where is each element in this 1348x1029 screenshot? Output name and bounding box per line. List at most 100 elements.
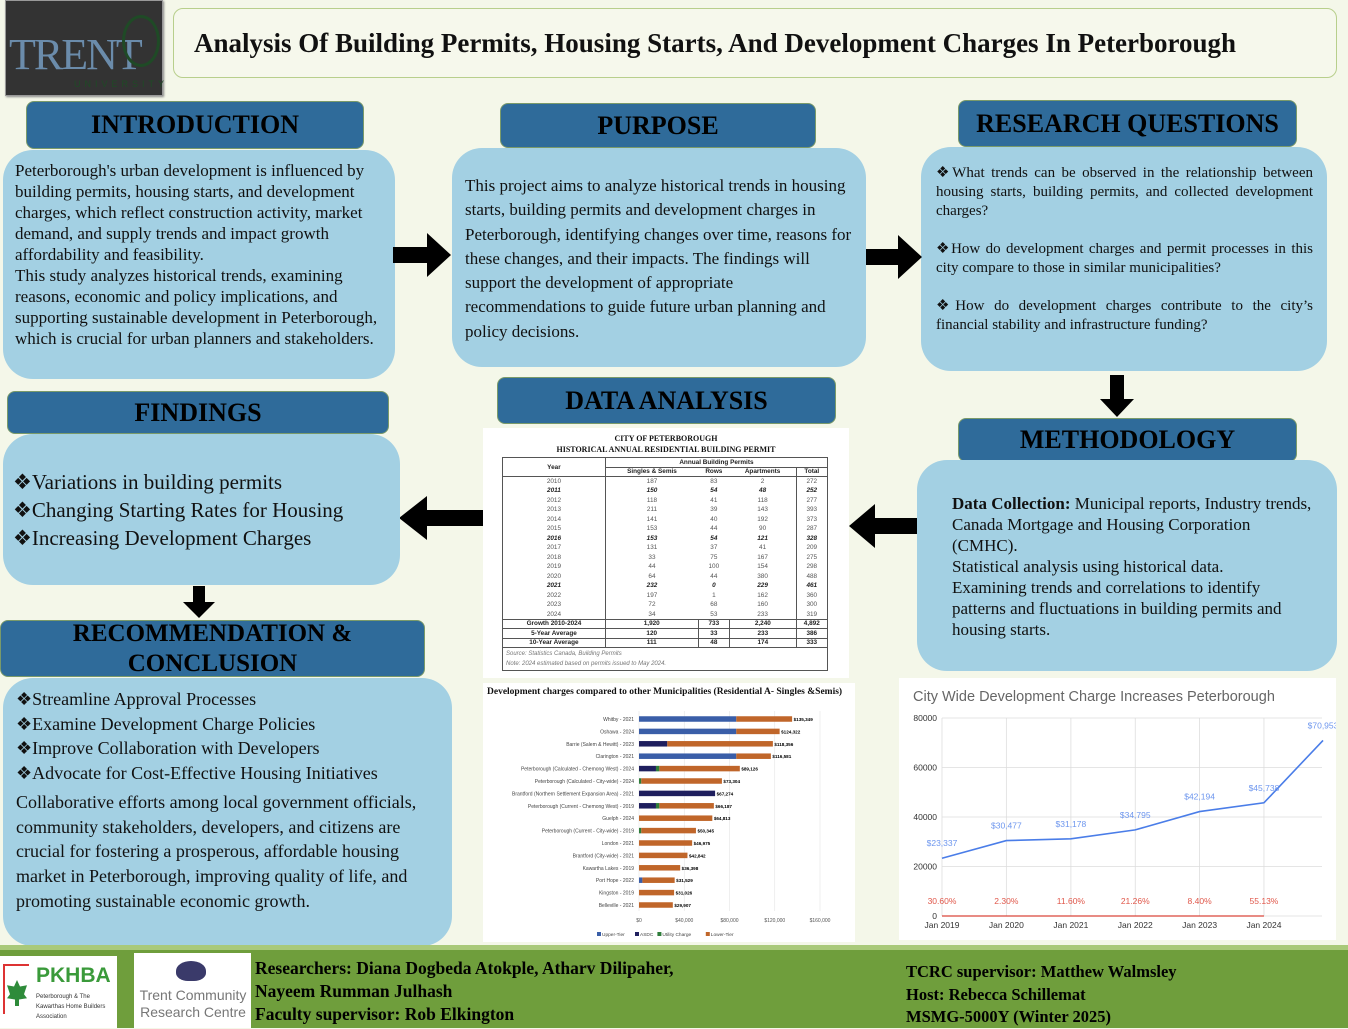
finding-item: ❖Variations in building permits <box>13 470 283 494</box>
table-cell: 160 <box>757 601 768 609</box>
table-cell: 162 <box>757 591 768 599</box>
table-cell: 2010 <box>502 476 606 486</box>
pkhba-logo: PKHBA Peterborough & The Kawarthas Home … <box>0 956 117 1028</box>
table-row: 2023 72 68 160 300 <box>502 600 829 610</box>
table-title: CITY OF PETERBOROUGH <box>614 434 718 443</box>
line-chart-title: City Wide Development Charge Increases P… <box>913 689 1275 705</box>
arrow-left-icon <box>849 504 917 548</box>
table-cell: 333 <box>795 637 829 648</box>
table-row: 2010 187 83 2 272 <box>502 476 829 486</box>
col-header: Year <box>502 457 606 477</box>
table-row: 2011 150 54 48 252 <box>502 486 829 496</box>
table-row: 2016 153 54 121 328 <box>502 533 829 543</box>
table-cell: 121 <box>757 534 768 542</box>
table-cell: 100 <box>708 563 720 571</box>
total-label: $46,975 <box>694 841 711 846</box>
table-cell: 2014 <box>502 514 606 524</box>
table-row: 2015 153 44 90 287 <box>502 524 829 534</box>
methodology-item-text: Municipal reports, Industry trends, Cana… <box>952 494 1312 555</box>
methodology-item-bold: Data Collection: <box>952 494 1071 513</box>
total-label: $118,356 <box>774 742 793 747</box>
table-cell: 328 <box>795 533 829 543</box>
total-label: $116,581 <box>772 754 791 759</box>
table-cell: 40 <box>710 515 718 523</box>
bar-segment-upper-tier <box>639 716 737 722</box>
bar-segment-lower-tier <box>639 840 693 846</box>
methodology-heading: METHODOLOGY <box>958 418 1297 462</box>
table-cell: 360 <box>795 590 829 600</box>
researchers-credits: Researchers: Diana Dogbeda Atokple, Atha… <box>255 957 674 1026</box>
total-label: $36,398 <box>682 866 699 871</box>
table-cell: 252 <box>795 486 829 496</box>
table-cell: 68 <box>710 601 718 609</box>
x-tick-label: $120,000 <box>764 918 785 924</box>
x-tick-label: Jan 2021 <box>1053 920 1088 930</box>
table-cell: 488 <box>795 571 829 581</box>
bar-segment-lower-tier <box>736 753 771 759</box>
legend-label: Lower-Tier <box>711 932 734 938</box>
table-cell: 2012 <box>502 495 606 505</box>
table-row: 2018 33 75 167 275 <box>502 552 829 562</box>
tcrc-logo: Trent Community Research Centre <box>134 953 251 1028</box>
table-cell: Growth 2010-2024 <box>502 618 606 629</box>
tcrc-logo-text: Trent Community Research Centre <box>139 987 247 1020</box>
table-cell: 143 <box>757 506 768 514</box>
total-label: $31,529 <box>676 878 693 883</box>
introduction-heading: INTRODUCTION <box>26 101 364 149</box>
table-note: Note: 2024 estimated based on permits is… <box>506 661 667 667</box>
category-label: Guelph - 2024 <box>602 816 634 822</box>
table-cell: 2015 <box>502 524 606 534</box>
table-cell: 2,240 <box>729 618 797 629</box>
table-cell: 64 <box>604 571 699 581</box>
table-cell: 461 <box>795 581 829 591</box>
table-cell: 44 <box>710 572 718 580</box>
findings-list: ❖Variations in building permits ❖Changin… <box>3 434 400 585</box>
table-cell: 41 <box>759 544 767 552</box>
bar-segment-utility-charge <box>639 778 642 784</box>
table-cell: 153 <box>604 533 699 543</box>
x-tick-label: Jan 2023 <box>1182 920 1217 930</box>
table-cell: 90 <box>759 525 767 533</box>
table-cell: 2013 <box>502 505 606 515</box>
table-cell: 233 <box>757 610 768 618</box>
y-tick-label: 20000 <box>913 862 937 872</box>
table-cell: 2018 <box>502 552 606 562</box>
table-cell: 233 <box>729 628 797 639</box>
host: Host: Rebecca Schillemat <box>906 984 1086 1004</box>
table-cell: 232 <box>604 581 699 591</box>
category-label: London - 2021 <box>602 841 634 847</box>
table-row: 2017 131 37 41 209 <box>502 543 829 553</box>
table-cell: 0 <box>712 582 716 590</box>
table-cell: 1,920 <box>604 618 699 629</box>
bar-segment-upper-tier <box>639 877 643 883</box>
data-label: $30,477 <box>991 821 1022 831</box>
total-label: $135,349 <box>794 717 814 722</box>
research-question: ❖How do development charges and permit p… <box>936 241 1313 276</box>
col-header: Apartments <box>729 467 797 477</box>
data-analysis-heading: DATA ANALYSIS <box>497 377 836 424</box>
table-cell: 72 <box>604 600 699 610</box>
total-label: $66,187 <box>715 804 732 809</box>
table-row: 2024 34 53 233 319 <box>502 609 829 619</box>
data-label: $42,194 <box>1184 792 1215 802</box>
category-label: Brantford (Northern Settlement Expansion… <box>512 791 634 797</box>
table-cell: 298 <box>795 562 829 572</box>
category-label: Peterborough (Calculated - Chemong West)… <box>521 767 634 773</box>
col-header: Total <box>795 467 829 477</box>
table-cell: 275 <box>795 552 829 562</box>
table-cell: 44 <box>604 562 699 572</box>
table-cell: 287 <box>795 524 829 534</box>
category-label: Peterborough (Current - City-wide) - 201… <box>542 829 634 835</box>
supervisor-credits: TCRC supervisor: Matthew Walmsley Host: … <box>906 961 1177 1029</box>
methodology-item: Examining trends and correlations to ide… <box>952 578 1282 639</box>
table-cell: 34 <box>604 609 699 619</box>
city-wide-dc-line-chart-panel: City Wide Development Charge Increases P… <box>899 678 1336 940</box>
bar-segment-lower-tier <box>659 765 740 772</box>
table-cell: 2020 <box>502 571 606 581</box>
table-source: Source: Statistics Canada, Building Perm… <box>506 651 622 657</box>
x-tick-label: Jan 2024 <box>1246 920 1281 930</box>
bar-segment-lower-tier <box>639 902 673 908</box>
total-label: $50,345 <box>697 829 714 834</box>
table-cell: 5-Year Average <box>502 628 606 639</box>
bar-segment-utility-charge <box>655 803 660 809</box>
